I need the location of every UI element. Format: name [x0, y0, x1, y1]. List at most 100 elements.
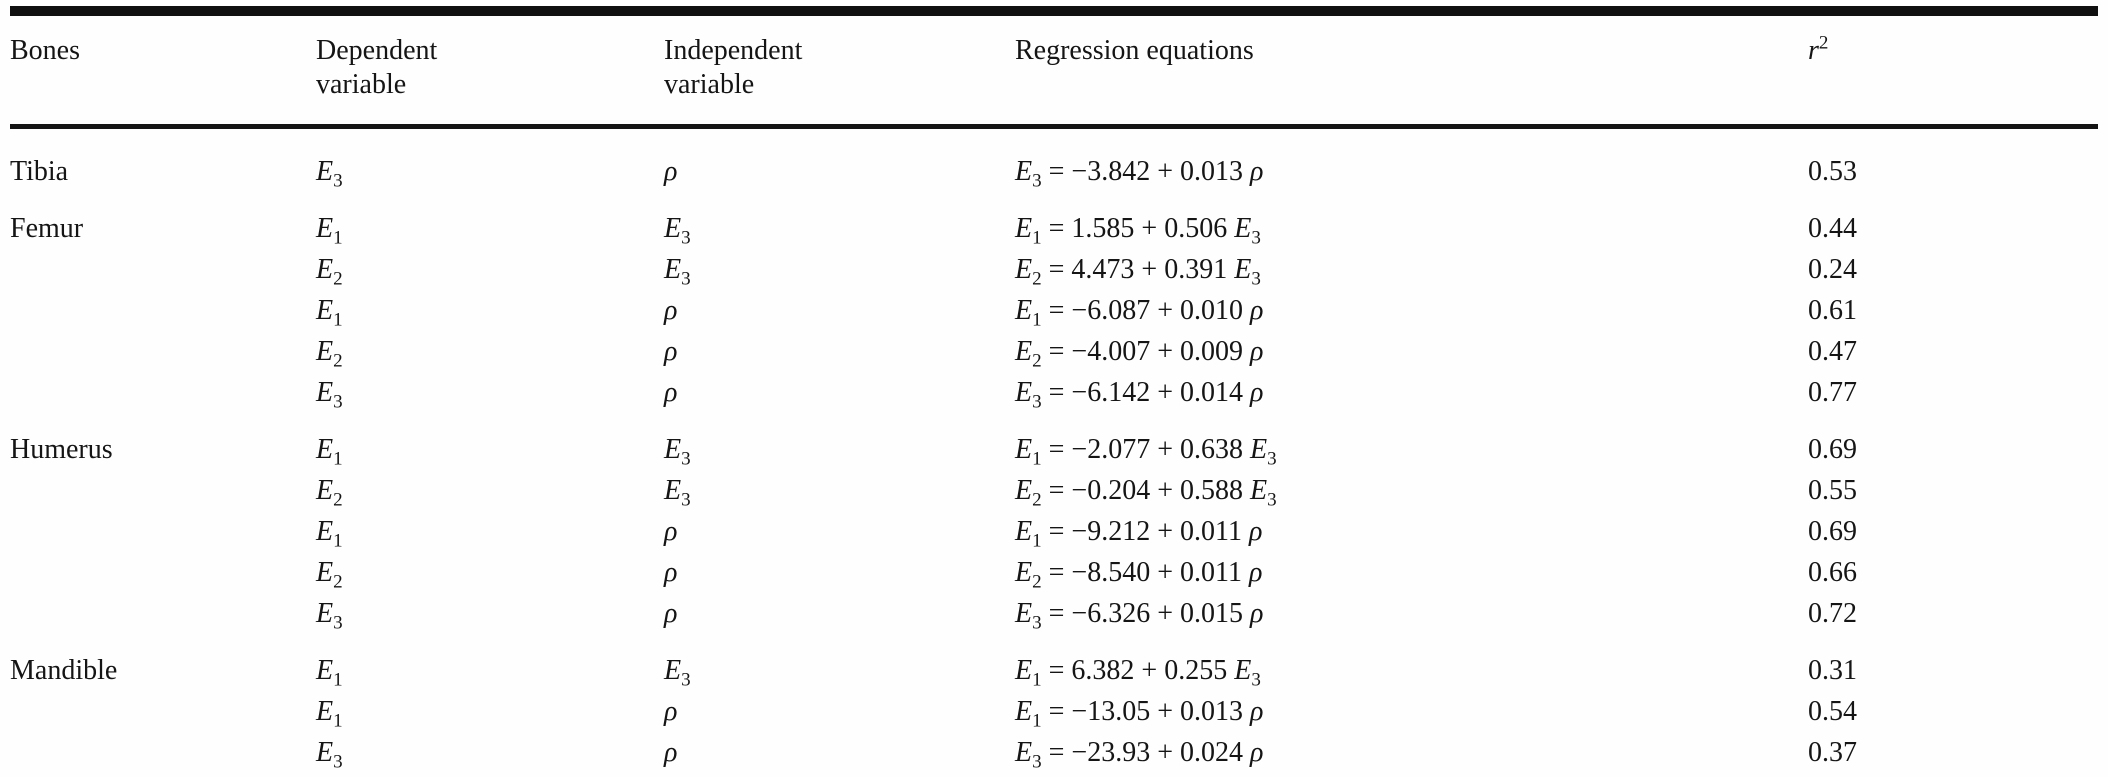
table-row: E1 ρ E1 = −9.212 + 0.011 ρ 0.69: [10, 511, 2098, 552]
equation-body: = −23.93 + 0.024: [1041, 736, 1250, 768]
dependent-variable-symbol: E2: [316, 475, 343, 509]
equation-lhs-symbol: E1: [1015, 433, 1042, 468]
equation-tail-subscript: 3: [1267, 489, 1277, 511]
equation-body: = −8.540 + 0.011: [1041, 556, 1249, 588]
independent-variable-base: E: [664, 433, 682, 465]
equation-lhs-subscript: 1: [1032, 309, 1042, 331]
equation-lhs-symbol: E1: [1015, 515, 1042, 550]
bone-cell: [10, 691, 316, 732]
independent-variable-base: ρ: [664, 376, 678, 408]
bone-cell: Tibia: [10, 127, 316, 193]
equation-lhs-base: E: [1015, 515, 1033, 547]
dependent-variable-symbol: E1: [316, 516, 343, 550]
dependent-variable-cell: E1: [316, 511, 664, 552]
bone-label: Femur: [10, 212, 84, 244]
header-independent-line1: Independent: [664, 35, 803, 66]
regression-equation-cell: E3 = −3.842 + 0.013 ρ: [1015, 127, 1808, 193]
regression-equation-cell: E3 = −6.326 + 0.015 ρ: [1015, 593, 1808, 634]
dependent-variable-base: E: [316, 155, 334, 187]
r-squared-value: 0.54: [1808, 695, 1857, 727]
equation-body: = −6.142 + 0.014: [1041, 376, 1250, 408]
r-squared-value: 0.31: [1808, 654, 1857, 686]
header-bones-label: Bones: [10, 35, 80, 66]
independent-variable-symbol: E3: [664, 654, 691, 689]
dependent-variable-symbol: E2: [316, 557, 343, 591]
dependent-variable-subscript: 1: [333, 669, 343, 691]
header-bones: Bones: [10, 16, 316, 129]
header-dependent-line1: Dependent: [316, 35, 438, 66]
regression-equation-cell: E2 = 4.473 + 0.391 E3: [1015, 249, 1808, 290]
dependent-variable-cell: E3: [316, 372, 664, 413]
independent-variable-symbol: E3: [664, 475, 691, 509]
equation-lhs-subscript: 1: [1032, 669, 1042, 691]
r-squared-cell: 0.72: [1808, 593, 2098, 634]
dependent-variable-base: E: [316, 376, 334, 408]
dependent-variable-base: E: [316, 212, 334, 244]
table-row: E2 E3 E2 = 4.473 + 0.391 E3 0.24: [10, 249, 2098, 290]
equation-lhs-base: E: [1015, 253, 1033, 285]
equation-tail-base: ρ: [1250, 294, 1264, 326]
equation-lhs-symbol: E1: [1015, 294, 1042, 329]
regression-equation-cell: E1 = −2.077 + 0.638 E3: [1015, 413, 1808, 470]
dependent-variable-subscript: 3: [333, 612, 343, 634]
header-regression-equations: Regression equations: [1015, 16, 1808, 129]
dependent-variable-base: E: [316, 597, 334, 629]
independent-variable-symbol: ρ: [664, 377, 677, 408]
equation-lhs-base: E: [1015, 212, 1033, 244]
independent-variable-base: ρ: [664, 556, 678, 588]
independent-variable-base: E: [664, 212, 682, 244]
independent-variable-base: E: [664, 654, 682, 686]
equation-lhs-subscript: 2: [1032, 350, 1042, 372]
equation-tail-base: ρ: [1250, 335, 1264, 367]
r-squared-cell: 0.37: [1808, 732, 2098, 773]
equation-tail-subscript: 3: [1251, 227, 1261, 249]
r-squared-cell: 0.44: [1808, 192, 2098, 249]
dependent-variable-subscript: 1: [333, 227, 343, 249]
header-independent-variable: Independent variable: [664, 16, 1015, 129]
equation-tail-symbol: E3: [1234, 213, 1261, 247]
dependent-variable-cell: E1: [316, 634, 664, 691]
independent-variable-cell: ρ: [664, 593, 1015, 634]
equation-tail-base: ρ: [1250, 736, 1264, 768]
equation-body: = −3.842 + 0.013: [1041, 155, 1250, 187]
equation-lhs-base: E: [1015, 433, 1033, 465]
dependent-variable-cell: E3: [316, 127, 664, 193]
r-squared-cell: 0.47: [1808, 331, 2098, 372]
r-squared-value: 0.61: [1808, 294, 1857, 326]
bone-label: Tibia: [10, 155, 69, 187]
equation-tail-symbol: ρ: [1250, 156, 1263, 187]
equation-lhs-subscript: 2: [1032, 571, 1042, 593]
r-squared-value: 0.55: [1808, 474, 1857, 506]
equation-tail-base: ρ: [1250, 695, 1264, 727]
regression-equation-cell: E1 = 1.585 + 0.506 E3: [1015, 192, 1808, 249]
r-squared-value: 0.44: [1808, 212, 1857, 244]
independent-variable-cell: ρ: [664, 331, 1015, 372]
equation-lhs-symbol: E1: [1015, 212, 1042, 247]
header-independent-line2: variable: [664, 69, 755, 100]
dependent-variable-subscript: 1: [333, 530, 343, 552]
independent-variable-symbol: ρ: [664, 516, 677, 547]
regression-equation-cell: E2 = −8.540 + 0.011 ρ: [1015, 552, 1808, 593]
equation-lhs-base: E: [1015, 155, 1033, 187]
dependent-variable-cell: E1: [316, 192, 664, 249]
r-symbol-exponent: 2: [1818, 32, 1829, 54]
equation-lhs-base: E: [1015, 294, 1033, 326]
dependent-variable-symbol: E3: [316, 376, 343, 411]
header-row: Bones Dependent variable Independent var…: [10, 16, 2098, 129]
equation-tail-symbol: E3: [1234, 655, 1261, 689]
table-row: E3 ρ E3 = −23.93 + 0.024 ρ 0.37: [10, 732, 2098, 773]
independent-variable-base: E: [664, 253, 682, 285]
dependent-variable-base: E: [316, 695, 334, 727]
regression-equation-cell: E2 = −0.204 + 0.588 E3: [1015, 470, 1808, 511]
r-squared-value: 0.66: [1808, 556, 1857, 588]
independent-variable-cell: E3: [664, 192, 1015, 249]
equation-tail-base: E: [1234, 253, 1252, 285]
equation-body: = −0.204 + 0.588: [1041, 474, 1250, 506]
r-squared-cell: 0.69: [1808, 511, 2098, 552]
dependent-variable-cell: E3: [316, 732, 664, 773]
dependent-variable-base: E: [316, 433, 334, 465]
header-dependent-line2: variable: [316, 69, 407, 100]
equation-tail-symbol: E3: [1250, 434, 1277, 468]
independent-variable-subscript: 3: [681, 669, 691, 691]
